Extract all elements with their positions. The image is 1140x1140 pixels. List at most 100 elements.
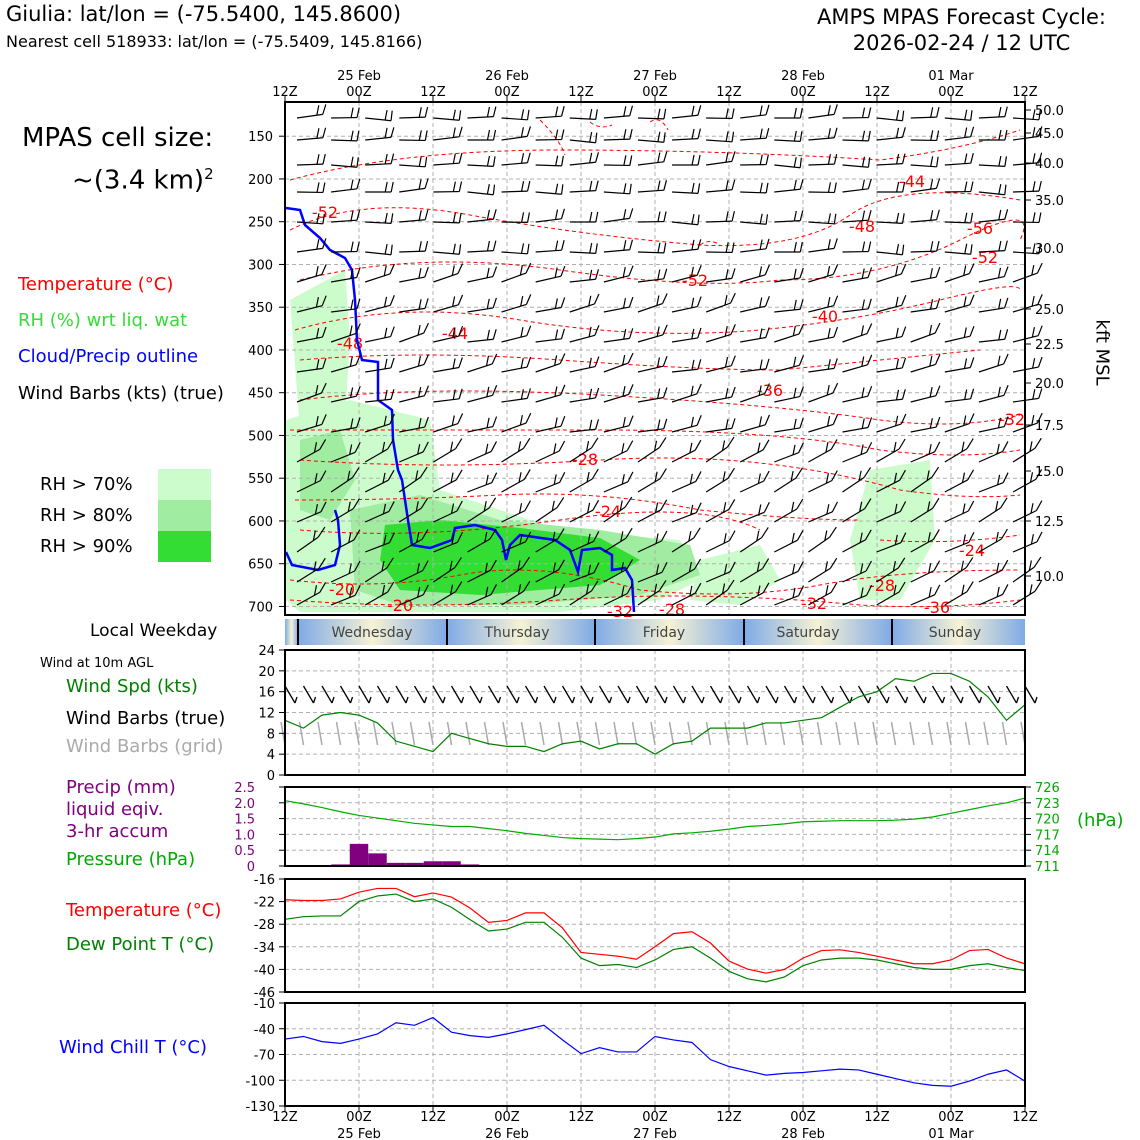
legend-wind: Wind Barbs (kts) (true) — [18, 383, 224, 404]
true-barb-32 — [876, 685, 888, 704]
wind-barb-flag2-242 — [315, 416, 319, 427]
true-barb-flag-24 — [738, 696, 742, 704]
wind-barb-269 — [467, 450, 492, 463]
wind-barb-flag-171 — [901, 295, 907, 306]
bottom-xtick-label-4: 12Z — [568, 1110, 594, 1125]
chill-ytick-label-4: -130 — [245, 1100, 275, 1115]
wind-barb-flag2-57 — [759, 154, 763, 165]
wind-barb-flag2-14 — [793, 107, 797, 119]
true-barb-16 — [580, 685, 592, 704]
wind-barb-flag-173 — [969, 294, 975, 306]
wind-barb-flag2-370 — [928, 563, 932, 574]
wind-barb-281 — [876, 448, 900, 463]
wind-barb-flag-390 — [866, 584, 873, 596]
wind-barb-108 — [978, 218, 1005, 223]
wind-barb-flag-302 — [863, 467, 872, 478]
temp-contour-14 — [589, 121, 613, 128]
wind-barb-flag2-88 — [316, 213, 320, 224]
cycle-line2: 2026-02-24 / 12 UTC — [852, 31, 1071, 55]
wind-barb-flag2-7 — [555, 106, 559, 117]
wind-barb-244 — [365, 423, 391, 433]
wind-barb-316 — [569, 509, 594, 523]
wind-barb-flag-369 — [897, 557, 906, 569]
grid-barb-7 — [409, 721, 416, 746]
wind-barb-flag2-220 — [315, 385, 319, 396]
wind-barb-13 — [740, 114, 767, 119]
wind-barb-38 — [842, 139, 869, 142]
weekday-segment-4 — [744, 619, 892, 645]
true-barb-flag-14 — [553, 696, 557, 704]
wind-barb-375 — [330, 594, 356, 606]
wind-barb-flag-174 — [1004, 297, 1009, 309]
wind-barb-flag-59 — [833, 153, 838, 165]
true-barb-flag-35 — [941, 696, 946, 704]
rh-region-2 — [850, 460, 935, 600]
wind-barb-flag-294 — [591, 468, 599, 480]
wind-barb-flag-82 — [867, 178, 872, 190]
wind-barb-flag2-316 — [586, 502, 591, 514]
legend-local-weekday: Local Weekday — [90, 621, 218, 641]
wind-barb-flag-336 — [524, 531, 532, 543]
wind-barb-flag2-179 — [417, 325, 421, 336]
wind-barb-52 — [569, 161, 596, 166]
wind-barb-flag-342 — [728, 530, 736, 541]
wind-barb-flag-312 — [456, 500, 463, 512]
wind-barb-150 — [910, 276, 937, 283]
wind-barb-flag2-168 — [793, 299, 797, 311]
wind-barb-flag-182 — [526, 325, 532, 336]
wind-barb-flag2-303 — [893, 472, 898, 484]
wind-barb-flag2-93 — [486, 209, 490, 221]
wind-barb-flag2-391 — [893, 584, 897, 596]
wind-barb-flag2-292 — [518, 472, 522, 483]
grid-barb-14 — [539, 721, 545, 746]
wind-barb-31 — [603, 138, 630, 141]
temp-contour-label-9: -36 — [757, 381, 783, 400]
wind-barb-2 — [365, 117, 392, 122]
wind-barb-100 — [706, 220, 733, 223]
wind-barb-flag2-75 — [623, 183, 627, 194]
wind-barb-flag-269 — [490, 441, 498, 452]
wind-barb-205 — [535, 362, 561, 373]
wind-barb-flag-219 — [1037, 356, 1043, 368]
wind-barb-flag-85 — [970, 181, 974, 192]
wind-barb-flag2-31 — [623, 129, 627, 140]
true-barb-29 — [820, 685, 833, 704]
wind-barb-flag-205 — [559, 353, 566, 364]
wind-barb-flag-223 — [423, 385, 430, 396]
wind-barb-flag2-324 — [859, 501, 863, 512]
wind-barb-34 — [706, 139, 733, 143]
wind-barb-flag-145 — [764, 264, 770, 276]
wind-barb-flag-243 — [356, 417, 361, 428]
wind-barb-flag2-306 — [996, 474, 1001, 485]
wind-barb-flag2-217 — [963, 358, 968, 369]
wind-barb-304 — [910, 476, 933, 493]
wind-barb-56 — [706, 160, 732, 166]
wind-barb-flag2-257 — [826, 416, 831, 427]
wind-barb-325 — [876, 510, 901, 523]
wind-barb-flag2-269 — [485, 443, 489, 454]
legend-precip1: Precip (mm) — [66, 777, 176, 798]
wind-barb-169 — [808, 305, 834, 313]
true-barb-5 — [376, 685, 389, 704]
wind-barb-flag2-246 — [451, 415, 455, 426]
wind-barb-flag-197 — [1037, 325, 1043, 336]
wind-barb-flag2-44 — [316, 154, 320, 165]
weekday-segment-3 — [595, 619, 744, 645]
wind-barb-276 — [705, 446, 728, 463]
wind-barb-flag2-184 — [588, 326, 592, 337]
wind-barb-172 — [910, 307, 937, 313]
wind-barb-flag2-114 — [452, 243, 456, 254]
temp-ytick-label-2: -28 — [254, 918, 275, 933]
wind-barb-120 — [637, 251, 664, 254]
temp-panel-frame — [284, 878, 1026, 993]
wind-barb-222 — [365, 398, 392, 403]
wind-barb-217 — [944, 366, 971, 373]
wind-barb-378 — [433, 591, 456, 606]
wind-barb-270 — [501, 447, 524, 463]
wind-barb-flag2-360 — [587, 564, 592, 575]
wind-barb-flag-134 — [389, 263, 395, 275]
wind-barb-237 — [876, 398, 903, 403]
wind-barb-flag-104 — [867, 210, 872, 221]
wind-barb-384 — [637, 589, 660, 606]
wind-barb-154 — [296, 305, 323, 313]
